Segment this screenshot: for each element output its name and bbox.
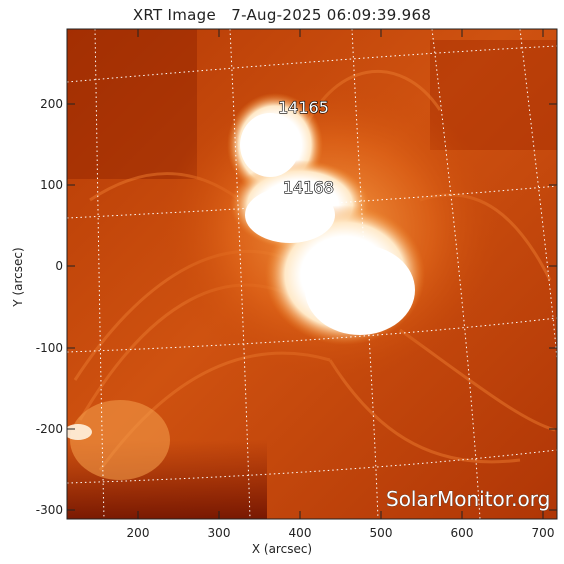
x-tick-label: 500 [370, 526, 393, 540]
region-label-14168: 14168 [283, 178, 334, 197]
y-tick-label: 100 [40, 178, 63, 192]
x-axis-label: X (arcsec) [251, 542, 313, 556]
y-axis-label: Y (arcsec) [11, 247, 25, 307]
y-tick-label: 200 [40, 97, 63, 111]
x-axis-ticks [137, 29, 544, 519]
x-tick-label: 600 [451, 526, 474, 540]
xrt-solar-image [67, 29, 557, 519]
y-axis-ticks [67, 103, 557, 511]
solarmonitor-watermark: SolarMonitor.org [386, 487, 550, 511]
y-tick-label: 0 [55, 259, 63, 273]
plot-frame [66, 28, 558, 520]
image-title: XRT Image 7-Aug-2025 06:09:39.968 [132, 6, 432, 24]
coordinate-grid [67, 29, 557, 519]
x-tick-label: 400 [289, 526, 312, 540]
y-tick-label: -200 [36, 422, 63, 436]
x-tick-label: 700 [532, 526, 555, 540]
region-label-14165: 14165 [278, 98, 329, 117]
x-tick-label: 300 [208, 526, 231, 540]
y-tick-label: -300 [36, 503, 63, 517]
y-tick-label: -100 [36, 341, 63, 355]
x-tick-label: 200 [127, 526, 150, 540]
